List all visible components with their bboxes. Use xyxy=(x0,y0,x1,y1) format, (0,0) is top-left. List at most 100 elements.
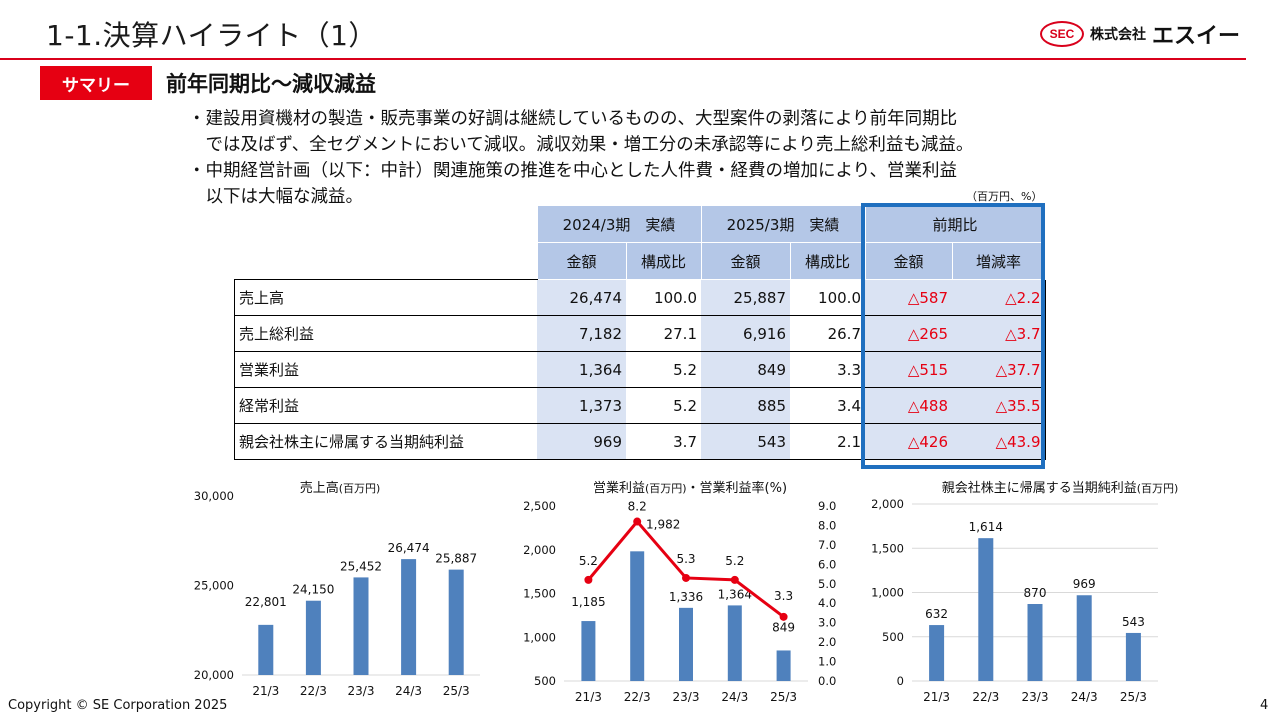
bar-data-label: 1,364 xyxy=(718,587,752,601)
bar xyxy=(258,624,274,675)
bar xyxy=(353,577,369,675)
chart-title-unit: (百万円) xyxy=(645,482,687,495)
bar xyxy=(776,650,791,681)
y2-tick-label: 1.0 xyxy=(818,655,836,669)
logo-seal: SEC xyxy=(1039,21,1084,47)
line-point xyxy=(779,612,788,621)
y-tick-label: 1,500 xyxy=(871,541,904,555)
summary-tag: サマリー xyxy=(40,66,152,100)
cell: 3.4 xyxy=(790,387,865,424)
y-tick-label: 2,500 xyxy=(523,499,556,513)
x-tick-label: 25/3 xyxy=(1120,690,1147,702)
cell: △2.2 xyxy=(952,279,1046,316)
y-tick-label: 500 xyxy=(882,630,904,644)
cell: 100.0 xyxy=(790,279,865,316)
table-row: 営業利益 1,364 5.2 849 3.3 △515 △37.7 xyxy=(234,351,1046,388)
cell: △426 xyxy=(865,423,952,460)
bar-data-label: 1,336 xyxy=(669,590,703,604)
unit-note: （百万円、%） xyxy=(966,190,1043,203)
cell: 6,916 xyxy=(701,315,790,352)
bar xyxy=(978,538,994,681)
bar xyxy=(448,569,464,675)
line-point xyxy=(633,517,642,526)
table-corner-2 xyxy=(234,242,537,280)
chart-title: 売上高(百万円) xyxy=(300,480,381,496)
bar-data-label: 1,614 xyxy=(969,520,1003,534)
header-rule xyxy=(0,58,1246,60)
cell: △35.5 xyxy=(952,387,1046,424)
bar-data-label: 849 xyxy=(772,620,795,634)
chart-title-main: 親会社株主に帰属する当期純利益 xyxy=(942,480,1137,496)
y-tick-label: 2,000 xyxy=(523,543,556,557)
y2-tick-label: 6.0 xyxy=(818,557,836,571)
chart-title-rest: ・営業利益率(%) xyxy=(687,480,788,496)
cell: △3.7 xyxy=(952,315,1046,352)
y2-tick-label: 8.0 xyxy=(818,518,836,532)
x-tick-label: 24/3 xyxy=(721,690,748,702)
chart-title-unit: (百万円) xyxy=(339,482,381,495)
bar-data-label: 25,887 xyxy=(435,552,477,566)
row-label: 営業利益 xyxy=(234,351,537,388)
chart-title-main: 売上高 xyxy=(300,480,339,496)
row-label: 売上総利益 xyxy=(234,315,537,352)
x-tick-label: 24/3 xyxy=(1071,690,1098,702)
line-point xyxy=(730,575,739,584)
line-point xyxy=(584,575,593,584)
y-tick-label: 25,000 xyxy=(194,579,234,593)
line-data-label: 8.2 xyxy=(628,500,647,514)
page-number: 4 xyxy=(1260,698,1269,713)
bar-data-label: 1,185 xyxy=(571,595,605,609)
header-fy2024: 2024/3期 実績 xyxy=(536,205,702,243)
y-tick-label: 2,000 xyxy=(871,497,904,511)
y-tick-label: 1,000 xyxy=(523,630,556,644)
bullet-2: ・中期経営計画（以下：中計）関連施策の推進を中心とした人件費・経費の増加により、… xyxy=(188,158,957,210)
chart-title-unit: (百万円) xyxy=(1137,482,1179,495)
cell: 5.2 xyxy=(626,351,701,388)
cell: 1,373 xyxy=(537,387,626,424)
cell: 26,474 xyxy=(537,279,626,316)
bar xyxy=(305,600,321,675)
y-tick-label: 20,000 xyxy=(194,668,234,682)
x-tick-label: 22/3 xyxy=(972,690,999,702)
subheader-amount-2025: 金額 xyxy=(700,242,791,280)
cell: △587 xyxy=(865,279,952,316)
subheader-amount-2024: 金額 xyxy=(536,242,627,280)
operating-profit-chart: 営業利益(百万円)・営業利益率(%) 500 1,000 1,500 2,000 2,50… xyxy=(523,480,836,702)
table-row: 売上総利益 7,182 27.1 6,916 26.7 △265 △3.7 xyxy=(234,315,1046,352)
cell: △265 xyxy=(865,315,952,352)
y2-tick-label: 4.0 xyxy=(818,596,836,610)
line-data-label: 5.2 xyxy=(725,554,744,568)
bar-data-label: 543 xyxy=(1122,615,1145,629)
y2-tick-label: 0.0 xyxy=(818,674,836,688)
bar xyxy=(581,621,596,681)
bar xyxy=(679,607,693,681)
line-point xyxy=(682,573,690,582)
yoy-highlight-frame xyxy=(861,203,1045,469)
bar-data-label: 22,801 xyxy=(245,595,287,609)
bar-data-label: 26,474 xyxy=(388,541,430,555)
logo-text-name: エスイー xyxy=(1151,24,1240,49)
bar xyxy=(1027,604,1043,681)
bar-data-label: 632 xyxy=(925,607,948,621)
x-tick-label: 22/3 xyxy=(624,690,651,702)
line-data-label: 5.3 xyxy=(676,552,695,566)
table-corner xyxy=(235,206,538,243)
cell: △488 xyxy=(865,387,952,424)
table-row: 親会社株主に帰属する当期純利益 969 3.7 543 2.1 △426 △43… xyxy=(234,423,1046,460)
net-income-chart: 親会社株主に帰属する当期純利益(百万円) 0 500 1,000 1,500 2,000 6… xyxy=(871,480,1179,702)
bar xyxy=(929,625,945,681)
line-data-label: 3.3 xyxy=(774,589,793,603)
y-tick-label: 500 xyxy=(534,674,556,688)
cell: 26.7 xyxy=(790,315,865,352)
subheader-ratio-2024: 構成比 xyxy=(625,242,702,280)
bullet-2-line-2: 以下は大幅な減益。 xyxy=(188,187,363,207)
cell: 849 xyxy=(701,351,790,388)
cell: △515 xyxy=(865,351,952,388)
x-tick-label: 21/3 xyxy=(575,690,602,702)
y-tick-label: 1,000 xyxy=(871,586,904,600)
x-tick-label: 21/3 xyxy=(252,684,279,698)
copyright: Copyright © SE Corporation 2025 xyxy=(8,698,228,713)
row-label: 親会社株主に帰属する当期純利益 xyxy=(234,423,537,460)
bar-data-label: 24,150 xyxy=(292,583,334,597)
cell: 3.3 xyxy=(790,351,865,388)
